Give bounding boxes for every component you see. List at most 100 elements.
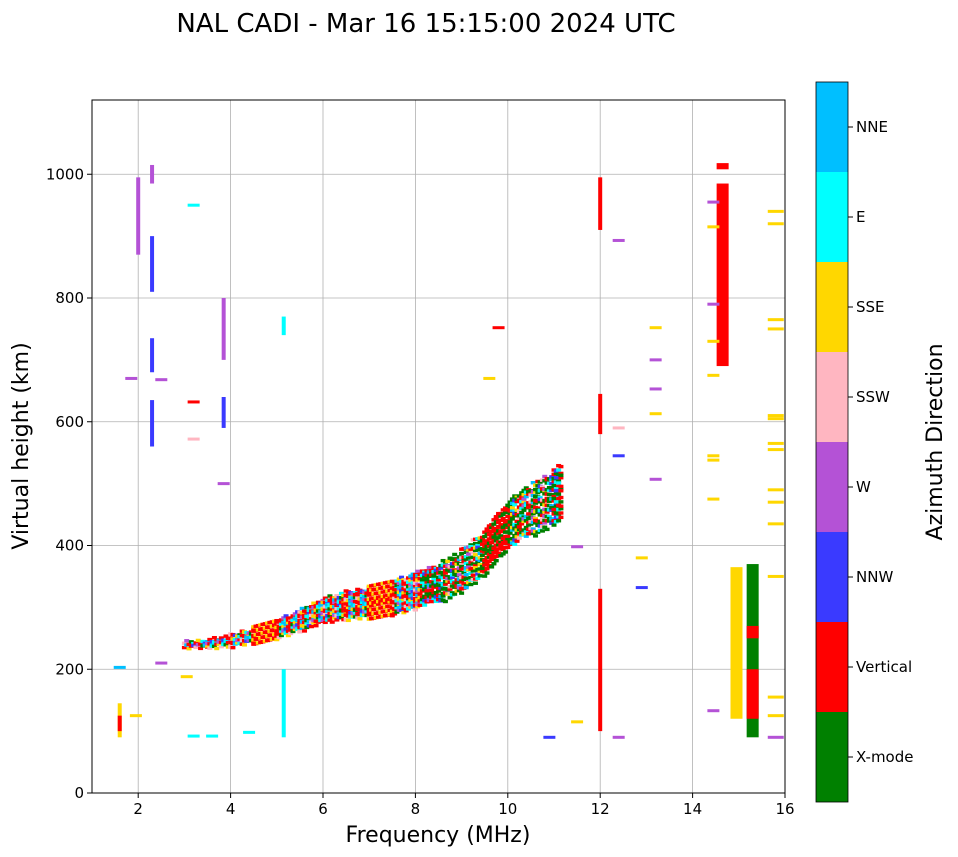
echo-mark <box>456 584 462 588</box>
echo-mark <box>544 527 550 532</box>
echo-mark <box>553 476 559 480</box>
echo-mark <box>181 645 187 650</box>
echo-mark <box>438 566 444 570</box>
echo-mark <box>493 558 499 563</box>
echo-mark <box>278 618 284 622</box>
echo-mark <box>553 500 559 504</box>
echo-tick <box>649 387 662 391</box>
echo-mark <box>519 522 525 526</box>
echo-mark <box>461 575 467 579</box>
echo-mark <box>516 525 522 529</box>
echo-mark <box>403 593 409 598</box>
y-tick-label: 800 <box>55 289 84 307</box>
echo-mark <box>468 575 474 580</box>
echo-mark <box>288 631 294 636</box>
echo-mark <box>491 522 497 526</box>
echo-mark <box>461 582 467 586</box>
echo-mark <box>549 481 555 486</box>
echo-mark <box>338 596 344 600</box>
echo-mark <box>556 468 562 472</box>
x-tick-label: 12 <box>591 800 610 818</box>
echo-segment <box>746 625 759 639</box>
echo-mark <box>542 490 548 494</box>
echo-mark <box>484 529 490 533</box>
echo-tick <box>707 302 720 306</box>
echo-tick <box>155 378 168 382</box>
echo-mark <box>424 588 430 593</box>
echo-mark <box>403 589 409 593</box>
echo-mark <box>392 607 398 612</box>
echo-mark <box>482 534 488 539</box>
echo-tick <box>767 222 784 226</box>
echo-mark <box>470 573 476 577</box>
echo-mark <box>408 578 414 583</box>
echo-mark <box>521 497 527 501</box>
echo-mark <box>281 624 287 629</box>
echo-mark <box>431 576 437 581</box>
echo-mark <box>558 471 564 476</box>
echo-mark <box>408 598 414 602</box>
echo-mark <box>484 567 490 571</box>
echo-mark <box>429 599 435 604</box>
echo-mark <box>470 551 476 555</box>
echo-mark <box>392 612 398 616</box>
echo-mark <box>549 486 555 490</box>
echo-mark <box>535 490 541 495</box>
echo-mark <box>230 645 236 650</box>
echo-tick <box>113 665 126 669</box>
echo-mark <box>479 542 485 546</box>
echo-mark <box>436 589 441 593</box>
echo-mark <box>528 522 534 526</box>
echo-mark <box>205 644 210 648</box>
echo-tick <box>125 376 138 380</box>
echo-tick <box>571 720 584 724</box>
echo-mark <box>325 616 331 620</box>
echo-mark <box>396 577 402 581</box>
x-tick-label: 4 <box>226 800 236 818</box>
echo-mark <box>544 510 550 514</box>
echo-mark <box>327 614 333 618</box>
echo-mark <box>556 492 562 496</box>
echo-mark <box>290 618 296 623</box>
echo-mark <box>311 601 317 605</box>
echo-tick <box>767 448 784 452</box>
echo-mark <box>502 550 508 554</box>
echo-mark <box>403 578 409 582</box>
echo-mark <box>320 618 326 623</box>
echo-mark <box>394 583 400 588</box>
echo-mark <box>493 554 499 559</box>
echo-mark <box>466 552 472 556</box>
echo-mark <box>521 499 527 504</box>
echo-tick <box>217 482 230 486</box>
y-tick-label: 400 <box>55 537 84 555</box>
echo-mark <box>442 571 448 575</box>
echo-mark <box>389 614 395 618</box>
echo-mark <box>442 599 448 604</box>
echo-mark <box>221 640 227 645</box>
echo-segment <box>716 163 729 170</box>
echo-mark <box>530 511 536 516</box>
y-tick-label: 200 <box>55 660 84 678</box>
echo-mark <box>283 622 289 627</box>
echo-mark <box>211 635 217 640</box>
echo-mark <box>184 639 190 643</box>
echo-tick <box>767 318 784 322</box>
echo-mark <box>523 530 529 534</box>
echo-mark <box>278 633 284 638</box>
echo-mark <box>530 480 536 485</box>
echo-mark <box>322 596 328 600</box>
echo-mark <box>422 603 428 607</box>
echo-mark <box>537 511 543 515</box>
echo-mark <box>332 596 338 600</box>
echo-mark <box>523 519 529 523</box>
echo-mark <box>477 556 483 560</box>
echo-segment <box>150 236 155 292</box>
echo-mark <box>399 608 405 612</box>
echo-mark <box>412 608 418 612</box>
echo-mark <box>553 489 559 493</box>
echo-mark <box>519 513 525 517</box>
echo-mark <box>463 554 469 559</box>
echo-mark <box>288 627 294 631</box>
echo-mark <box>556 481 562 485</box>
echo-tick <box>767 574 784 578</box>
